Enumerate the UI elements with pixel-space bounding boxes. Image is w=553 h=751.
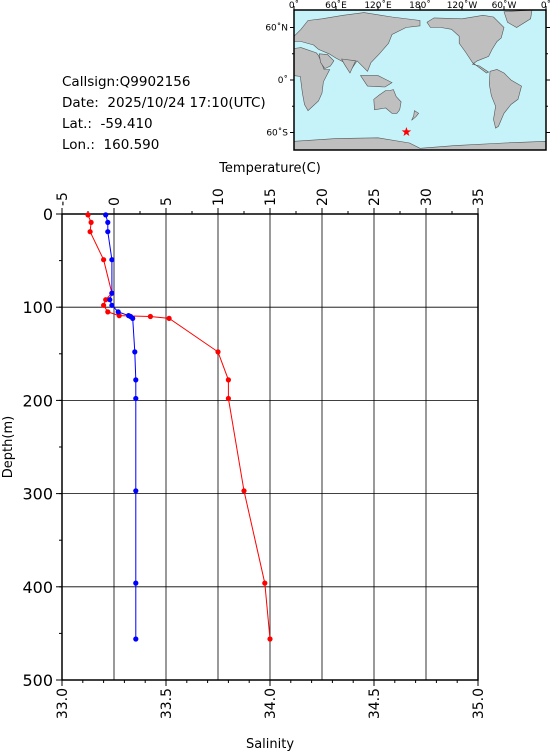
temperature-data-point [103,297,109,303]
salinity-data-point [109,257,115,263]
temperature-tick-label: 15 [263,188,279,206]
depth-tick-label: 400 [22,578,53,597]
temperature-data-point [267,636,273,642]
salinity-data-point [133,488,139,494]
star-icon [401,127,412,136]
map-top-tick-label: 120˚E [364,0,392,11]
temperature-tick-label: 10 [211,188,227,206]
depth-axis-title: Depth(m) [1,416,16,478]
temperature-data-point [225,377,231,383]
temperature-data-point [85,212,91,218]
map-top-tick-label: 0˚ [289,0,299,11]
salinity-data-point [105,229,111,235]
temperature-data-point [225,395,231,402]
salinity-tick-label: 33.5 [159,688,175,719]
map-top-tick-label: 60˚E [325,0,347,11]
land-north-america [426,14,505,74]
date-label: Date: 2025/10/24 17:10(UTC) [62,95,266,111]
depth-tick-label: 500 [22,671,53,690]
depth-tick-label: 0 [43,205,53,224]
salinity-data-point [133,395,139,402]
temperature-tick-label: 30 [419,188,435,206]
map-top-tick-label: 120˚W [447,0,478,11]
longitude-label: Lon.: 160.590 [62,137,160,153]
map-side-tick-label: 0˚ [278,75,288,86]
salinity-data-point [130,315,136,321]
latitude-label: Lat.: -59.410 [62,116,153,132]
temperature-data-point [166,315,172,321]
temperature-tick-label: 35 [471,188,487,206]
salinity-data-point [107,297,113,303]
temperature-data-point [101,302,107,308]
salinity-data-point [132,349,138,355]
salinity-axis-title: Salinity [246,737,294,751]
temperature-data-point [105,309,111,315]
land-arabia [318,53,335,69]
salinity-data-point [109,302,115,308]
salinity-data-point [115,309,121,315]
salinity-tick-label: 34.0 [263,688,279,719]
callsign-label: Callsign:Q9902156 [62,74,191,90]
temperature-data-point [241,488,247,494]
land-new-zealand [411,110,420,121]
temperature-data-point [147,313,153,320]
salinity-data-point [133,377,139,383]
map-top-tick-label: 0˚ [541,0,551,11]
land-australia [373,89,402,114]
salinity-tick-label: 35.0 [471,688,487,719]
station-info: Callsign:Q9902156 Date: 2025/10/24 17:10… [62,72,266,156]
land-se-asia [359,75,393,88]
salinity-data-point [109,290,115,296]
depth-tick-label: 200 [22,391,53,410]
depth-tick-label: 300 [22,485,53,504]
temperature-data-point [87,229,93,235]
map-side-tick-label: 60˚N [265,23,288,34]
land-south-america [488,69,522,129]
map-side-tick-label: 60˚S [266,128,288,139]
temperature-tick-label: 5 [159,197,175,206]
salinity-data-point [133,580,139,586]
salinity-data-point [105,219,111,225]
salinity-data-point [103,212,109,218]
land-africa [293,47,331,112]
salinity-data-point [133,636,139,642]
temperature-tick-label: 20 [315,188,331,206]
temperature-axis-title: Temperature(C) [218,161,321,176]
temperature-tick-label: 0 [107,197,123,206]
temperature-tick-label: -5 [55,192,71,206]
temperature-data-point [262,580,268,586]
world-map: 0˚ 60˚E 120˚E 180˚ 120˚W 60˚W 0˚ 60˚N 0˚ 60˚S [265,0,551,151]
map-top-tick-label: 180˚ [409,0,431,11]
temperature-data-point [88,219,94,225]
salinity-tick-label: 33.0 [55,688,71,719]
temperature-tick-label: 25 [367,188,383,206]
land-eurasia [293,12,421,72]
map-top-tick-label: 60˚W [492,0,517,11]
land-india [341,58,357,74]
depth-tick-label: 100 [22,298,53,317]
temperature-data-point [215,349,221,355]
salinity-tick-label: 34.5 [367,688,383,719]
temperature-data-point [101,257,107,263]
temperature-series-line [87,214,271,640]
salinity-series-line [105,214,137,639]
